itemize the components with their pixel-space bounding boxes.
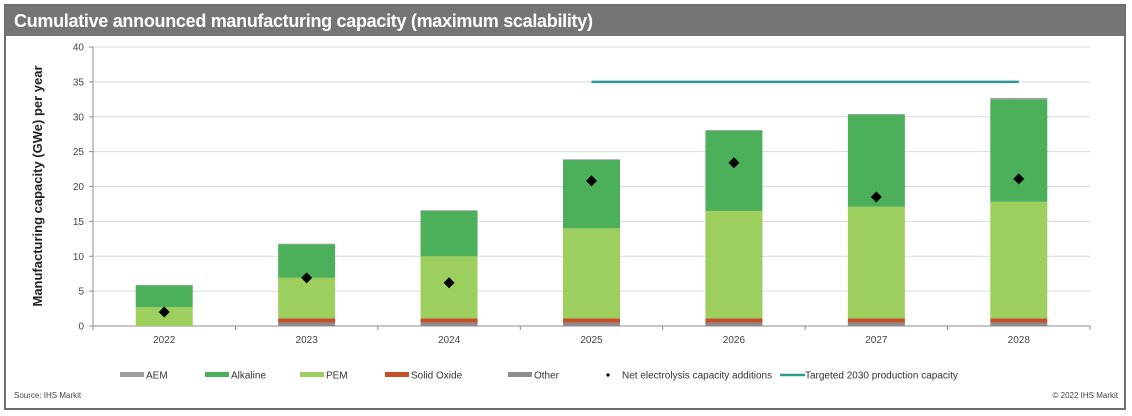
bar-segment-aem xyxy=(847,113,905,115)
legend-swatch-solid-oxide xyxy=(385,372,409,377)
bar-segment-alkaline xyxy=(705,130,763,211)
bar-segment-pem xyxy=(990,201,1048,319)
y-tick-label: 20 xyxy=(73,182,85,193)
net-addition-marker xyxy=(158,306,170,318)
bar-segment-solid-oxide xyxy=(420,318,478,323)
bar-segment-aem xyxy=(705,130,763,131)
y-tick-label: 30 xyxy=(73,112,85,123)
bar-segment-solid-oxide xyxy=(563,318,620,323)
net-addition-marker xyxy=(301,272,313,284)
bar-segment-alkaline xyxy=(563,159,620,229)
bar-segment-pem xyxy=(847,206,905,319)
legend-label: AEM xyxy=(146,371,168,382)
net-addition-marker xyxy=(1013,173,1025,185)
bar-segment-aem xyxy=(990,97,1048,100)
bar-segment-other xyxy=(278,322,336,326)
legend-swatch-aem xyxy=(120,372,144,377)
bar-segment-pem xyxy=(705,210,763,319)
y-tick-label: 5 xyxy=(78,287,84,298)
bar-segment-pem xyxy=(278,277,336,319)
chart-title: Cumulative announced manufacturing capac… xyxy=(6,6,1124,36)
x-tick-label: 2025 xyxy=(580,335,603,346)
y-tick-label: 35 xyxy=(73,77,85,88)
legend-label: Other xyxy=(534,371,560,382)
x-tick-label: 2024 xyxy=(438,335,461,346)
y-tick-label: 25 xyxy=(73,147,85,158)
legend-label: Targeted 2030 production capacity xyxy=(805,371,958,382)
net-addition-marker xyxy=(870,191,882,203)
y-tick-label: 10 xyxy=(73,252,85,263)
legend-swatch-other xyxy=(508,372,532,377)
legend-label: PEM xyxy=(326,371,348,382)
bar-segment-alkaline xyxy=(420,210,478,257)
bar-segment-other xyxy=(705,322,763,326)
bar-segment-pem xyxy=(563,228,620,319)
copyright-note: © 2022 IHS Markit xyxy=(1052,391,1118,400)
x-tick-label: 2026 xyxy=(723,335,746,346)
x-tick-label: 2028 xyxy=(1008,335,1031,346)
bar-segment-alkaline xyxy=(990,99,1048,202)
bar-segment-alkaline xyxy=(278,244,336,278)
bar-segment-other xyxy=(847,322,905,326)
bar-segment-other xyxy=(990,322,1048,326)
y-tick-label: 15 xyxy=(73,217,85,228)
y-tick-label: 40 xyxy=(73,43,85,54)
net-addition-marker xyxy=(728,157,740,169)
legend-label: Alkaline xyxy=(231,371,266,382)
bar-segment-aem xyxy=(563,159,620,160)
y-axis-label: Manufacturing capacity (GWe) per year xyxy=(30,65,45,306)
x-tick-label: 2027 xyxy=(865,335,888,346)
bar-segment-aem xyxy=(278,243,336,245)
chart-frame: Cumulative announced manufacturing capac… xyxy=(4,4,1126,410)
bar-segment-alkaline xyxy=(847,114,905,207)
legend-label: Net electrolysis capacity additions xyxy=(622,371,772,382)
source-note: Source: IHS Markit xyxy=(14,391,82,400)
bar-segment-aem xyxy=(135,284,193,286)
y-tick-label: 0 xyxy=(78,322,84,333)
bar-segment-solid-oxide xyxy=(705,318,763,323)
markers xyxy=(158,157,1025,318)
legend-swatch-alkaline xyxy=(205,372,229,377)
bars xyxy=(135,97,1048,326)
legend-label: Solid Oxide xyxy=(411,371,463,382)
legend-marker-swatch xyxy=(606,373,610,377)
bar-segment-solid-oxide xyxy=(278,318,336,323)
bar-segment-solid-oxide xyxy=(990,318,1048,323)
legend: AEM Alkaline PEM Solid Oxide Other Net electr… xyxy=(120,371,958,382)
legend-swatch-pem xyxy=(300,372,324,377)
net-addition-marker xyxy=(586,175,597,187)
bar-segment-alkaline xyxy=(135,285,193,308)
net-addition-marker xyxy=(443,277,455,289)
bar-segment-other xyxy=(563,322,620,326)
bar-segment-other xyxy=(420,322,478,326)
bar-segment-solid-oxide xyxy=(847,318,905,323)
x-tick-label: 2022 xyxy=(153,335,176,346)
bar-segment-aem xyxy=(420,210,478,211)
x-tick-label: 2023 xyxy=(296,335,319,346)
